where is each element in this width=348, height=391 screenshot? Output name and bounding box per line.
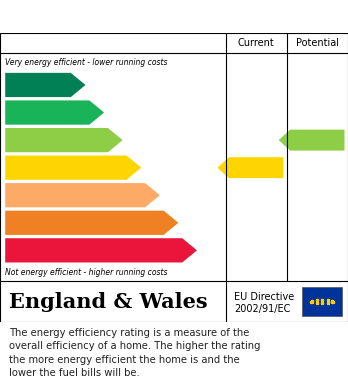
Text: (1-20): (1-20) [8, 248, 33, 253]
Text: B: B [92, 106, 103, 120]
Polygon shape [5, 128, 122, 152]
Text: A: A [73, 78, 84, 92]
Text: E: E [149, 188, 158, 202]
Polygon shape [5, 73, 86, 97]
Text: D: D [128, 161, 140, 175]
Text: C: C [111, 133, 121, 147]
Polygon shape [5, 238, 197, 262]
Polygon shape [5, 156, 141, 180]
Text: F: F [167, 216, 177, 230]
Text: Potential: Potential [296, 38, 339, 48]
Text: EU Directive: EU Directive [234, 292, 294, 301]
Text: The energy efficiency rating is a measure of the
overall efficiency of a home. T: The energy efficiency rating is a measur… [9, 328, 260, 378]
Text: Not energy efficient - higher running costs: Not energy efficient - higher running co… [5, 268, 168, 277]
Text: 62: 62 [251, 161, 268, 174]
Text: (39-54): (39-54) [8, 192, 38, 198]
Text: (81-91): (81-91) [8, 109, 38, 115]
Text: England & Wales: England & Wales [9, 292, 207, 312]
Bar [302, 287, 342, 316]
Text: 78: 78 [312, 134, 330, 147]
Text: Very energy efficient - lower running costs: Very energy efficient - lower running co… [5, 58, 168, 67]
Polygon shape [5, 183, 160, 207]
Text: Energy Efficiency Rating: Energy Efficiency Rating [9, 7, 238, 25]
Text: G: G [184, 243, 196, 257]
Text: (55-68): (55-68) [8, 165, 38, 170]
Polygon shape [5, 100, 104, 125]
Text: 2002/91/EC: 2002/91/EC [234, 304, 291, 314]
Text: (69-80): (69-80) [8, 137, 38, 143]
Text: Current: Current [238, 38, 275, 48]
Text: (21-38): (21-38) [8, 220, 38, 226]
Polygon shape [5, 211, 179, 235]
Polygon shape [279, 130, 345, 151]
Text: (92-100): (92-100) [8, 82, 43, 88]
Polygon shape [218, 157, 283, 178]
